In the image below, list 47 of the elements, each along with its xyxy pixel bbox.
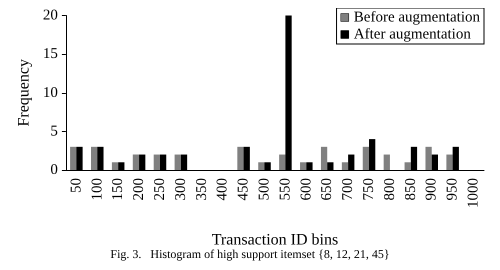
x-tick-label: 750 [361, 178, 378, 200]
y-tick-label: 10 [42, 84, 58, 101]
bar [404, 162, 411, 170]
bar [279, 154, 286, 170]
y-tick-label: 20 [42, 8, 58, 24]
bar [425, 146, 432, 170]
y-axis-title: Frequency [16, 58, 32, 127]
bar [258, 162, 264, 170]
legend-label: After augmentation [354, 26, 472, 42]
x-tick-label: 100 [89, 178, 106, 200]
x-tick-label: 250 [152, 178, 168, 200]
bar [362, 146, 370, 170]
x-tick-label: 450 [236, 178, 252, 200]
x-tick-label: 650 [319, 178, 336, 200]
bar [132, 154, 140, 170]
x-tick-label: 150 [110, 178, 126, 200]
x-tick-label: 1000 [466, 178, 482, 208]
legend-label: Before augmentation [354, 10, 480, 26]
bar [320, 146, 328, 170]
y-tick-label: 5 [50, 123, 58, 140]
x-tick-label: 900 [424, 178, 440, 200]
bar [70, 146, 76, 170]
bar [112, 162, 118, 170]
x-tick-label: 200 [131, 178, 148, 200]
bar [446, 154, 453, 170]
x-axis-title: Transaction ID bins [212, 232, 338, 248]
x-tick-label: 700 [340, 178, 356, 200]
x-tick-label: 400 [214, 178, 231, 200]
x-tick-label: 950 [444, 178, 461, 200]
y-tick-label: 15 [42, 46, 58, 62]
bar [90, 146, 98, 170]
bar [237, 146, 244, 170]
x-tick-label: 300 [172, 178, 189, 200]
bar [154, 154, 160, 170]
bar [300, 162, 306, 170]
x-tick-label: 550 [277, 178, 294, 200]
caption: Fig. 3. Histogram of high support itemset {8, 12, 21, 45} [110, 247, 390, 261]
x-tick-label: 350 [194, 178, 210, 200]
x-tick-label: 600 [298, 178, 314, 200]
bar [342, 162, 348, 170]
x-tick-label: 800 [382, 178, 398, 200]
x-tick-label: 850 [402, 178, 419, 200]
bar [174, 154, 181, 170]
bar [384, 154, 390, 170]
x-tick-label: 50 [68, 178, 84, 193]
x-tick-label: 500 [256, 178, 272, 200]
y-tick-label: 0 [50, 162, 58, 178]
